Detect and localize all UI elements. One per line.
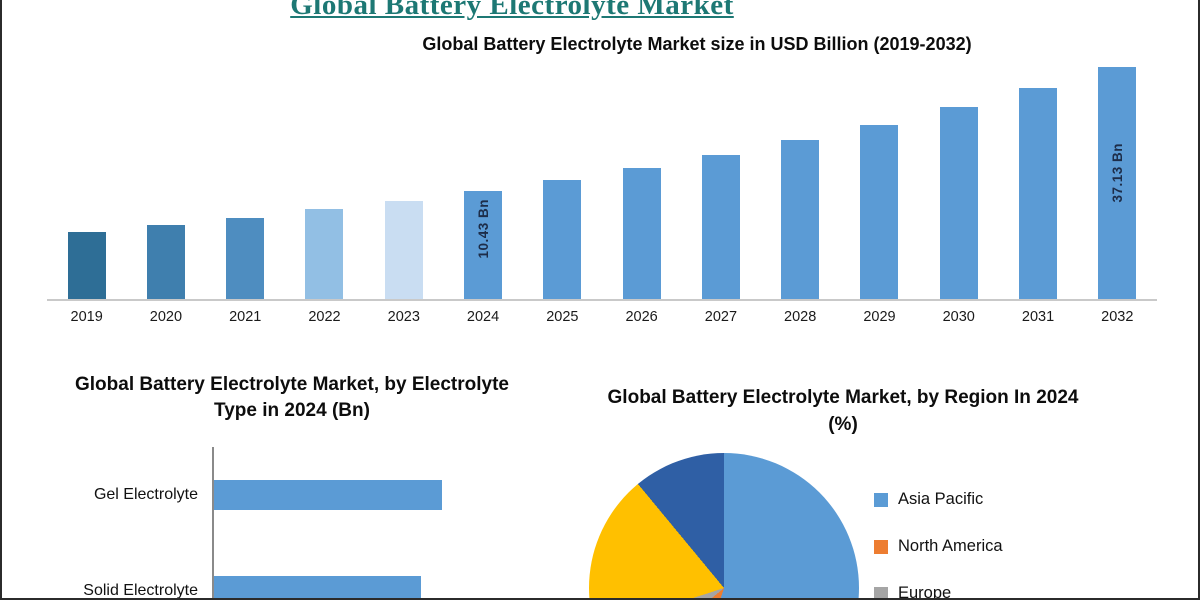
bar-column-2020 [126, 65, 205, 299]
market-size-chart-title: Global Battery Electrolyte Market size i… [422, 34, 972, 54]
legend-label: North America [898, 537, 1003, 555]
bar-column-2030 [919, 65, 998, 299]
electrolyte-type-category-labels: Gel Electrolyte Solid Electrolyte [32, 447, 212, 600]
bar-column-2032: 37.13 Bn [1078, 65, 1157, 299]
bar-2031 [1019, 88, 1058, 299]
type-bar-row-2 [214, 543, 552, 598]
bar-2025 [543, 180, 582, 299]
x-axis-label-2027: 2027 [704, 309, 738, 325]
legend-label: Europe [898, 584, 952, 600]
x-axis-label-2023: 2023 [387, 309, 420, 325]
bar-value-label-2024: 10.43 Bn [475, 199, 491, 259]
bar-column-2023 [364, 65, 443, 299]
legend-swatch [874, 586, 888, 598]
type-label-1: Gel Electrolyte [93, 486, 198, 504]
x-axis-label-2019: 2019 [70, 309, 103, 325]
bar-column-2029 [840, 65, 919, 299]
page-title: Global Battery Electrolyte Market [290, 0, 734, 21]
bar-2020 [146, 225, 185, 299]
x-axis-label-2024: 2024 [466, 309, 500, 325]
bar-column-2024: 10.43 Bn [443, 65, 522, 299]
bar-2032: 37.13 Bn [1098, 67, 1137, 299]
bar-2024: 10.43 Bn [464, 191, 503, 299]
legend-swatch [874, 492, 888, 507]
bar-2021 [226, 218, 265, 299]
x-axis-label-2029: 2029 [863, 309, 896, 325]
market-size-plot-area: 10.43 Bn 37.13 Bn [47, 65, 1157, 301]
bar-2019 [67, 232, 106, 299]
bar-2022 [305, 209, 344, 299]
x-axis-label-2026: 2026 [625, 309, 658, 325]
x-axis-label-2021: 2021 [229, 309, 262, 325]
bar-column-2028 [761, 65, 840, 299]
electrolyte-type-chart: Global Battery Electrolyte Market, by El… [32, 372, 552, 600]
bar-2023 [384, 201, 423, 299]
market-size-chart: Global Battery Electrolyte Market size i… [47, 34, 1157, 325]
x-axis-label-2030: 2030 [942, 309, 975, 325]
bar-2028 [781, 140, 820, 299]
legend-item-north-america: North America [874, 537, 1003, 556]
bar-column-2022 [285, 65, 364, 299]
type-bar-row-1 [214, 447, 552, 543]
bar-column-2031 [998, 65, 1077, 299]
bar-2027 [701, 155, 740, 299]
electrolyte-type-bars [212, 447, 552, 598]
region-pie-chart-section: Global Battery Electrolyte Market, by Re… [577, 385, 1177, 438]
bar-column-2025 [523, 65, 602, 299]
region-pie [589, 453, 859, 598]
type-bar-2 [214, 576, 421, 598]
x-axis-label-2022: 2022 [308, 309, 341, 325]
electrolyte-type-plot-area: Gel Electrolyte Solid Electrolyte [32, 447, 552, 600]
bar-column-2026 [602, 65, 681, 299]
bar-2029 [860, 125, 899, 299]
x-axis-label-2031: 2031 [1021, 309, 1055, 325]
x-axis-label-2025: 2025 [546, 309, 579, 325]
market-size-x-axis: 2019 2020 2021 2022 2023 2024 2025 2026 2027 2028… [47, 309, 1157, 325]
electrolyte-type-chart-title: Global Battery Electrolyte Market, by El… [75, 374, 509, 421]
bar-column-2021 [206, 65, 285, 299]
bar-value-label-2032: 37.13 Bn [1109, 143, 1125, 203]
legend-swatch [874, 539, 888, 554]
x-axis-label-2032: 2032 [1101, 309, 1134, 325]
legend-item-asia-pacific: Asia Pacific [874, 490, 1003, 509]
x-axis-label-2020: 2020 [149, 309, 183, 325]
legend-label: Asia Pacific [898, 490, 984, 508]
region-pie-chart-title: Global Battery Electrolyte Market, by Re… [607, 387, 1079, 435]
legend-item-europe: Europe [874, 584, 1003, 600]
bar-2026 [622, 168, 661, 299]
bar-column-2019 [47, 65, 126, 299]
type-label-2: Solid Electrolyte [83, 582, 198, 600]
x-axis-label-2028: 2028 [784, 309, 817, 325]
type-bar-1 [214, 480, 442, 511]
bar-column-2027 [681, 65, 760, 299]
region-pie-legend: Asia Pacific North America Europe [874, 490, 1003, 600]
bar-2030 [939, 107, 978, 299]
